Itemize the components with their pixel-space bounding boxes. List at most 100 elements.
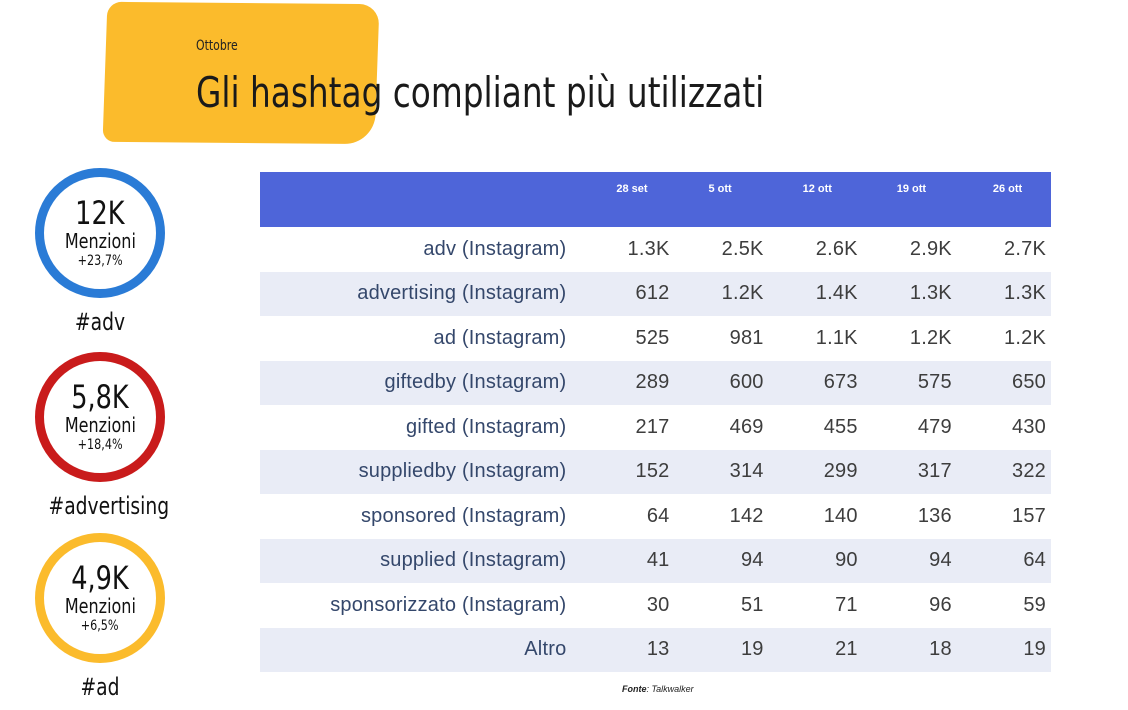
row-label: ad (Instagram) [433,326,567,349]
stat-hashtag: #adv [74,308,126,336]
row-label: sponsored (Instagram) [360,504,567,527]
table-row: Altro 13 19 21 18 19 [260,627,1051,672]
table-cell: 289 [580,360,675,405]
table-cell: 1.4K [768,271,863,316]
table-row: sponsored (Instagram) 64 142 140 136 157 [260,494,1051,539]
table-body: adv (Instagram) 1.3K 2.5K 2.6K 2.9K 2.7K adver… [260,227,1051,672]
table-cell: 19 [956,627,1051,672]
table-cell: 317 [862,449,957,494]
table-cell: 322 [956,449,1051,494]
source-note: Fonte: Talkwalker [622,684,694,694]
stat-ad: 4,9K Menzioni +6,5% #ad [34,533,166,701]
table-cell: 96 [929,593,952,616]
page-subtitle: Ottobre [196,38,238,54]
table-cell: 140 [823,504,858,527]
table-cell: 217 [635,415,670,438]
row-label: suppliedby (Instagram) [260,449,581,494]
table-cell: 13 [580,627,675,672]
table-cell: 479 [917,415,952,438]
table-cell: 299 [768,449,863,494]
table-cell: 51 [740,593,764,616]
table-cell: 981 [729,326,764,349]
table-cell: 455 [823,415,858,438]
table-cell: 673 [768,360,863,405]
column-header: 26 ott [956,172,1051,227]
table-row: gifted (Instagram) 217 469 455 479 430 [260,405,1051,450]
stat-ring: 4,9K Menzioni +6,5% [35,533,165,663]
column-header-label [260,172,581,227]
column-header: 19 ott [862,172,957,227]
table-cell: 1.2K [1004,326,1046,349]
source-value: : Talkwalker [646,684,694,694]
table-cell: 71 [835,593,858,616]
table-row: advertising (Instagram) 612 1.2K 1.4K 1.3K 1.… [260,271,1051,316]
stat-delta: +6,5% [81,618,119,634]
table-cell: 2.5K [721,237,764,260]
stat-value: 4,9K [71,559,129,597]
table-cell: 41 [580,538,675,583]
table-row: sponsorizzato (Instagram) 30 51 71 96 59 [260,583,1051,628]
table-cell: 19 [674,627,769,672]
table-cell: 157 [1012,504,1046,527]
table-cell: 1.2K [674,271,769,316]
table-cell: 94 [674,538,769,583]
row-label: advertising (Instagram) [260,271,581,316]
table-cell: 1.1K [815,326,858,349]
column-header: 28 set [580,172,675,227]
table-cell: 1.3K [956,271,1051,316]
table-cell: 94 [862,538,957,583]
table-cell: 1.3K [627,237,670,260]
column-header: 5 ott [674,172,769,227]
table-header-row: 28 set 5 ott 12 ott 19 ott 26 ott [260,172,1051,227]
table-cell: 612 [580,271,675,316]
stat-hashtag: #advertising [48,492,170,520]
table-cell: 2.7K [1004,237,1046,260]
table-cell: 21 [768,627,863,672]
table-cell: 152 [580,449,675,494]
row-label: giftedby (Instagram) [260,360,581,405]
table-cell: 314 [674,449,769,494]
stat-ring: 5,8K Menzioni +18,4% [35,352,165,482]
table-cell: 1.2K [909,326,952,349]
stat-value: 12K [75,194,125,232]
table-cell: 469 [729,415,764,438]
table-cell: 525 [635,326,670,349]
table-cell: 30 [646,593,670,616]
table-cell: 59 [1023,593,1046,616]
table-cell: 2.9K [909,237,952,260]
table-cell: 18 [862,627,957,672]
stat-label: Menzioni [64,413,136,437]
stat-label: Menzioni [64,594,136,618]
table-cell: 142 [729,504,764,527]
table-cell: 64 [956,538,1051,583]
stat-label: Menzioni [64,229,136,253]
table-cell: 136 [917,504,952,527]
row-label: gifted (Instagram) [406,415,567,438]
hashtag-table: 28 set 5 ott 12 ott 19 ott 26 ott adv (I… [260,172,1051,672]
source-label: Fonte [622,684,647,694]
table-cell: 90 [768,538,863,583]
column-header: 12 ott [768,172,863,227]
table-cell: 64 [646,504,670,527]
table-row: giftedby (Instagram) 289 600 673 575 650 [260,360,1051,405]
row-label: sponsorizzato (Instagram) [330,593,567,616]
stat-ring: 12K Menzioni +23,7% [35,168,165,298]
table-row: adv (Instagram) 1.3K 2.5K 2.6K 2.9K 2.7K [260,227,1051,272]
stat-adv: 12K Menzioni +23,7% #adv [34,168,166,336]
table-row: supplied (Instagram) 41 94 90 94 64 [260,538,1051,583]
stat-value: 5,8K [71,378,129,416]
row-label: adv (Instagram) [423,237,567,260]
table-cell: 650 [956,360,1051,405]
row-label: Altro [260,627,581,672]
table-cell: 430 [1012,415,1046,438]
stat-delta: +23,7% [77,253,123,269]
table-cell: 575 [862,360,957,405]
table-row: suppliedby (Instagram) 152 314 299 317 322 [260,449,1051,494]
stat-delta: +18,4% [77,437,123,453]
page-title: Gli hashtag compliant più utilizzati [196,68,765,117]
table-cell: 600 [674,360,769,405]
table-cell: 1.3K [862,271,957,316]
table-row: ad (Instagram) 525 981 1.1K 1.2K 1.2K [260,316,1051,361]
row-label: supplied (Instagram) [260,538,581,583]
table-cell: 2.6K [815,237,858,260]
